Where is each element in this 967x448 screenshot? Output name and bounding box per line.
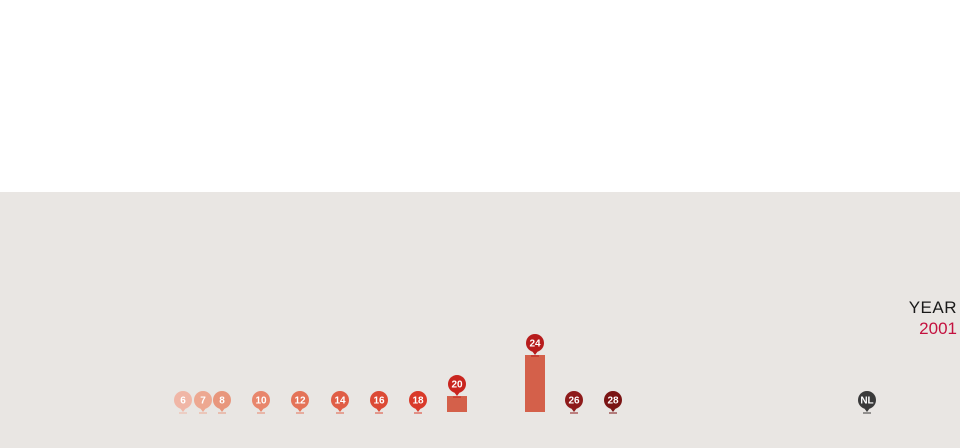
chart-panel (0, 192, 960, 448)
marker-28[interactable]: 28 (604, 391, 622, 414)
marker-24[interactable]: 24 (526, 334, 544, 357)
marker-16[interactable]: 16 (370, 391, 388, 414)
marker-label-12: 12 (294, 396, 306, 407)
marker-label-28: 28 (607, 396, 619, 407)
marker-6[interactable]: 6 (174, 391, 192, 414)
marker-18[interactable]: 18 (409, 391, 427, 414)
year-label: YEAR (908, 298, 957, 317)
marker-7[interactable]: 7 (194, 391, 212, 414)
year-value: 2001 (919, 319, 957, 338)
marker-label-NL: NL (860, 396, 873, 407)
marker-label-14: 14 (334, 396, 346, 407)
marker-label-16: 16 (373, 396, 385, 407)
marker-10[interactable]: 10 (252, 391, 270, 414)
marker-NL[interactable]: NL (858, 391, 876, 414)
marker-label-26: 26 (568, 396, 580, 407)
marker-label-20: 20 (451, 380, 463, 391)
year-indicator: YEAR 2001 (909, 298, 957, 340)
bar-24 (525, 355, 545, 412)
marker-14[interactable]: 14 (331, 391, 349, 414)
marker-label-24: 24 (529, 339, 541, 350)
marker-12[interactable]: 12 (291, 391, 309, 414)
marker-label-10: 10 (255, 396, 267, 407)
bar-20 (447, 396, 467, 412)
marker-label-6: 6 (180, 396, 186, 407)
marker-label-8: 8 (219, 396, 225, 407)
marker-label-7: 7 (200, 396, 206, 407)
marker-20[interactable]: 20 (448, 375, 466, 398)
marker-label-18: 18 (412, 396, 424, 407)
marker-8[interactable]: 8 (213, 391, 231, 414)
marker-26[interactable]: 26 (565, 391, 583, 414)
